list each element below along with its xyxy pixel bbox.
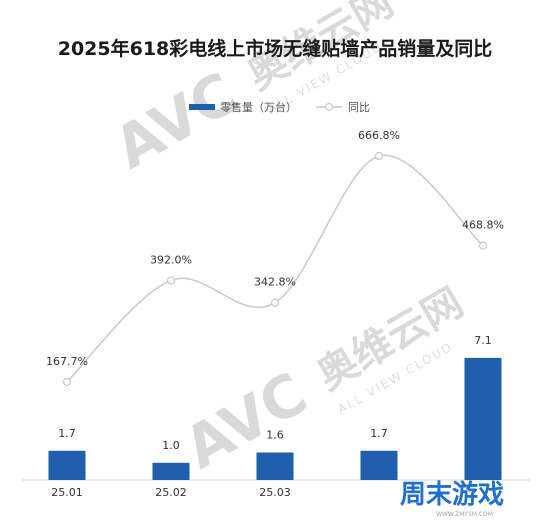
yoy-point-2 xyxy=(166,276,176,285)
bar-value-label-3: 1.6 xyxy=(266,428,284,441)
watermark-brand-bottom: AVC xyxy=(173,359,318,482)
watermark-group: AVC 奥维云网 ALL VIEW CLOUD AVC 奥维云网 ALL VIE… xyxy=(103,0,471,482)
legend-line-label: 同比 xyxy=(348,101,370,114)
site-name: 周末游戏 xyxy=(400,480,504,510)
bar-3 xyxy=(256,452,294,480)
bar-series xyxy=(48,357,502,480)
bar-5 xyxy=(464,357,502,480)
chart-title: 2025年618彩电线上市场无缝贴墙产品销量及同比 xyxy=(58,37,493,60)
bar-value-label-5: 7.1 xyxy=(474,334,492,347)
watermark-brand-top: AVC xyxy=(103,59,248,182)
legend-line-marker xyxy=(324,102,334,112)
legend: 零售量（万台） 同比 xyxy=(189,100,370,114)
yoy-value-label-2: 392.0% xyxy=(150,253,192,266)
yoy-value-label-4: 666.8% xyxy=(358,129,400,142)
watermark-bottom: AVC 奥维云网 ALL VIEW CLOUD xyxy=(173,279,471,482)
legend-bar-label: 零售量（万台） xyxy=(220,100,297,114)
x-tick-label-2: 25.02 xyxy=(155,486,187,499)
yoy-point-4 xyxy=(374,151,384,161)
yoy-point-3 xyxy=(270,298,280,307)
site-badge[interactable]: 周末游戏 WWW.ZMYSM.COM xyxy=(400,480,504,518)
x-tick-label-1: 25.01 xyxy=(51,486,83,499)
bar-1 xyxy=(48,450,86,480)
bar-value-labels: 1.7 1.0 1.6 1.7 7.1 xyxy=(58,334,492,452)
line-series xyxy=(62,151,488,387)
line-value-labels: 167.7% 392.0% 342.8% 666.8% 468.8% xyxy=(46,129,504,368)
yoy-value-label-1: 167.7% xyxy=(46,355,88,368)
yoy-value-label-3: 342.8% xyxy=(254,276,296,289)
legend-bar-swatch xyxy=(189,104,215,110)
yoy-value-label-5: 468.8% xyxy=(462,219,504,232)
yoy-line xyxy=(66,154,484,383)
yoy-point-5 xyxy=(478,241,488,250)
yoy-point-1 xyxy=(62,377,72,387)
x-tick-label-3: 25.03 xyxy=(259,486,291,499)
x-axis-ticks: 25.01 25.02 25.03 xyxy=(51,486,291,499)
site-url: WWW.ZMYSM.COM xyxy=(436,511,493,518)
bar-4 xyxy=(360,450,398,480)
bar-2 xyxy=(152,462,190,480)
bar-value-label-1: 1.7 xyxy=(58,427,76,440)
watermark-top: AVC 奥维云网 ALL VIEW CLOUD xyxy=(103,0,401,182)
bar-value-label-4: 1.7 xyxy=(370,427,388,440)
bar-value-label-2: 1.0 xyxy=(162,439,180,452)
